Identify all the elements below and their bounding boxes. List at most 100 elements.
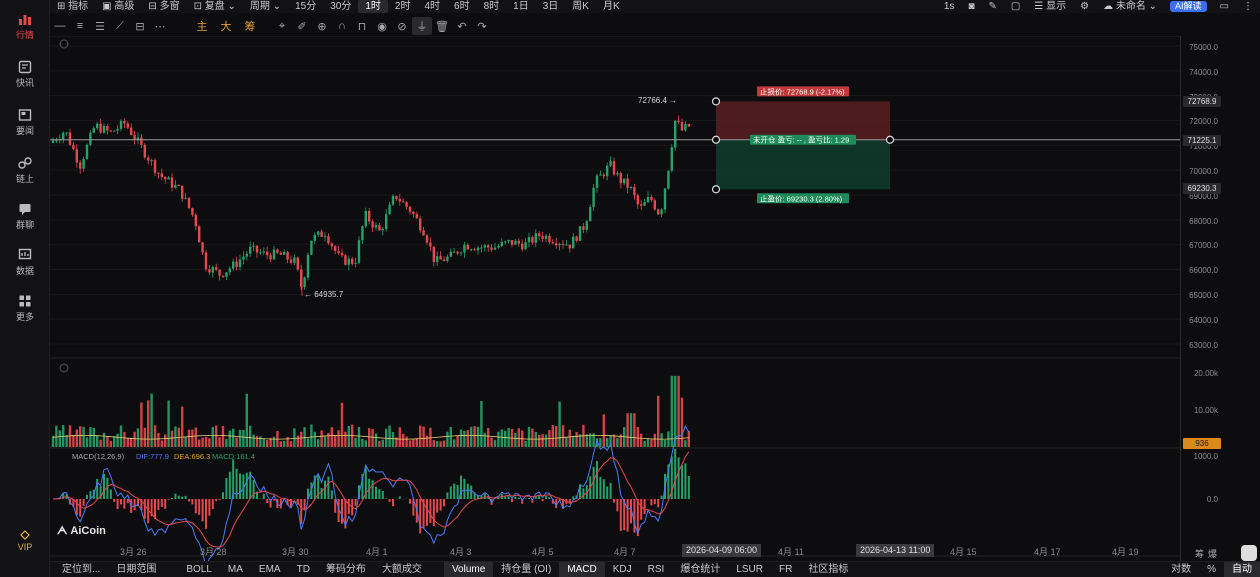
percent-toggle[interactable]: % xyxy=(1207,564,1216,575)
undo-icon[interactable]: ↶ xyxy=(457,20,467,33)
period-2h[interactable]: 2时 xyxy=(394,1,411,12)
candlestick-chart[interactable]: 72766.4 → ← 64935.7 止损价: 72768.9 (-2.17%) 未… xyxy=(50,36,1180,561)
window-icon[interactable]: ▭ xyxy=(1219,1,1229,12)
period-month[interactable]: 月K xyxy=(602,1,620,12)
period-30m[interactable]: 30分 xyxy=(330,1,352,12)
trend-line-icon[interactable]: ⟋ xyxy=(116,19,124,32)
volume-bar xyxy=(687,430,690,447)
brush-icon[interactable]: ✐ xyxy=(297,20,307,33)
indicator-button[interactable]: ⊞ 指标 xyxy=(57,1,89,12)
interval-button[interactable]: 1s xyxy=(943,1,955,12)
bottom-item-16[interactable]: 社区指标 xyxy=(808,563,849,575)
volume-bar xyxy=(150,393,153,447)
ai-interpret-button[interactable]: AI解读 xyxy=(1170,1,1207,12)
candle-body xyxy=(357,240,361,263)
bottom-item-13[interactable]: 爆仓统计 xyxy=(680,563,721,575)
sidebar-item-chat[interactable]: 群聊 xyxy=(0,202,50,231)
candle-body xyxy=(174,184,177,188)
bottom-item-10[interactable]: MACD xyxy=(559,561,605,577)
replay-button[interactable]: ⊡ 复盘 ⌄ xyxy=(193,1,236,12)
macd-histogram-bar xyxy=(181,496,184,499)
price-axis[interactable]: 63000.0 64000.0 65000.0 66000.0 67000.0 68000… xyxy=(1180,36,1222,561)
display-button[interactable]: ☰ 显示 xyxy=(1034,1,1067,12)
bottom-item-4[interactable]: EMA xyxy=(258,563,281,575)
bottom-item-1[interactable]: 日期范围 xyxy=(116,563,157,575)
multi-window-button[interactable]: ⊟ 多窗 xyxy=(148,1,180,12)
period-week[interactable]: 周K xyxy=(572,1,589,12)
magnet-icon[interactable]: ∩ xyxy=(338,20,346,32)
bottom-item-14[interactable]: LSUR xyxy=(736,563,764,575)
channel-icon[interactable]: ☰ xyxy=(95,20,105,33)
time-axis[interactable]: 3月 26 3月 28 3月 30 4月 1 4月 3 4月 5 4月 7 4月 11 4月 1… xyxy=(50,544,1222,558)
candle-body xyxy=(361,226,364,241)
more-tools-icon[interactable]: ⋯ xyxy=(154,20,166,33)
bottom-item-8[interactable]: Volume xyxy=(443,561,494,577)
bottom-item-7[interactable]: 大额成交 xyxy=(381,563,422,575)
period-6h[interactable]: 6时 xyxy=(454,1,470,12)
period-4h[interactable]: 4时 xyxy=(424,1,441,12)
assistant-icon[interactable] xyxy=(1241,545,1257,561)
bottom-item-12[interactable]: RSI xyxy=(647,563,665,575)
chip-panel-toggle[interactable]: 筹 xyxy=(1195,549,1205,559)
bottom-item-0[interactable]: 定位到... xyxy=(62,563,101,575)
filter-icon[interactable]: ⏚ xyxy=(412,17,432,35)
auto-scale-toggle[interactable]: 自动 xyxy=(1224,562,1260,577)
onchain-icon xyxy=(18,157,32,169)
parallel-lines-icon[interactable]: ≡ xyxy=(76,20,84,32)
sidebar-item-more[interactable]: 更多 xyxy=(0,294,50,323)
price-tick-label: 71000.0 xyxy=(1189,142,1218,152)
log-scale-toggle[interactable]: 对数 xyxy=(1171,564,1192,575)
sidebar-item-flash[interactable]: 快讯 xyxy=(0,60,50,89)
crosshair-icon[interactable]: ⌖ xyxy=(278,19,286,32)
bottom-item-15[interactable]: FR xyxy=(779,563,793,575)
candle-body xyxy=(293,257,296,263)
macd-histogram-bar xyxy=(483,493,486,499)
advanced-button[interactable]: ▣ 高级 xyxy=(102,1,135,12)
vip-link[interactable]: VIP xyxy=(0,530,50,552)
period-1h[interactable]: 1时 xyxy=(358,0,388,13)
sidebar-item-market[interactable]: 行情 xyxy=(0,12,50,41)
period-8h[interactable]: 8时 xyxy=(483,1,500,12)
volume-bar xyxy=(157,432,160,447)
volume-bar xyxy=(65,435,68,447)
chart-bars-icon xyxy=(19,15,31,25)
bottom-item-6[interactable]: 筹码分布 xyxy=(325,563,366,575)
lock-icon[interactable]: ⊓ xyxy=(357,20,367,33)
bottom-item-5[interactable]: TD xyxy=(296,563,310,575)
main-indicator-toggle[interactable]: 主 xyxy=(196,21,208,33)
camera-icon[interactable]: ◙ xyxy=(968,1,975,12)
period-15m[interactable]: 15分 xyxy=(295,1,317,12)
more-icon[interactable]: ⋮ xyxy=(1243,1,1253,12)
volume-bar xyxy=(327,432,330,447)
eye-icon[interactable]: ◉ xyxy=(377,20,387,33)
macd-histogram-bar xyxy=(116,499,119,510)
zoom-in-icon[interactable]: ⊕ xyxy=(317,20,327,33)
period-button[interactable]: 周期 ⌄ xyxy=(249,1,282,12)
liquidation-panel-toggle[interactable]: 爆 xyxy=(1208,549,1218,559)
volume-bar xyxy=(490,437,493,447)
redo-icon[interactable]: ↷ xyxy=(477,20,487,33)
bottom-item-11[interactable]: KDJ xyxy=(612,563,632,575)
trash-icon[interactable]: 🗑 xyxy=(435,20,449,33)
bottom-item-9[interactable]: 持仓量 (OI) xyxy=(501,563,552,575)
sidebar-item-onchain[interactable]: 链上 xyxy=(0,156,50,185)
pencil-icon[interactable]: ✎ xyxy=(988,1,997,12)
candle-body xyxy=(538,233,541,237)
candle-body xyxy=(565,244,568,246)
volume-bar xyxy=(592,433,595,447)
bottom-item-2[interactable]: BOLL xyxy=(186,563,212,575)
layout-icon[interactable]: ▢ xyxy=(1010,1,1021,12)
period-1d[interactable]: 1日 xyxy=(513,1,529,12)
bottom-item-3[interactable]: MA xyxy=(227,563,243,575)
chip-toggle[interactable]: 筹 xyxy=(244,21,256,33)
candle-body xyxy=(51,140,55,143)
sidebar-item-data[interactable]: 数据 xyxy=(0,248,50,277)
ruler-icon[interactable]: ⊟ xyxy=(135,20,145,33)
horizontal-line-icon[interactable]: — xyxy=(54,20,66,32)
large-order-toggle[interactable]: 大 xyxy=(220,21,232,33)
period-3d[interactable]: 3日 xyxy=(542,1,559,12)
sidebar-item-news[interactable]: 要闻 xyxy=(0,108,50,137)
layout-name-button[interactable]: ☁ 未命名 ⌄ xyxy=(1103,1,1158,12)
gear-icon[interactable]: ⚙ xyxy=(1080,1,1090,12)
hide-icon[interactable]: ⊘ xyxy=(397,20,407,33)
